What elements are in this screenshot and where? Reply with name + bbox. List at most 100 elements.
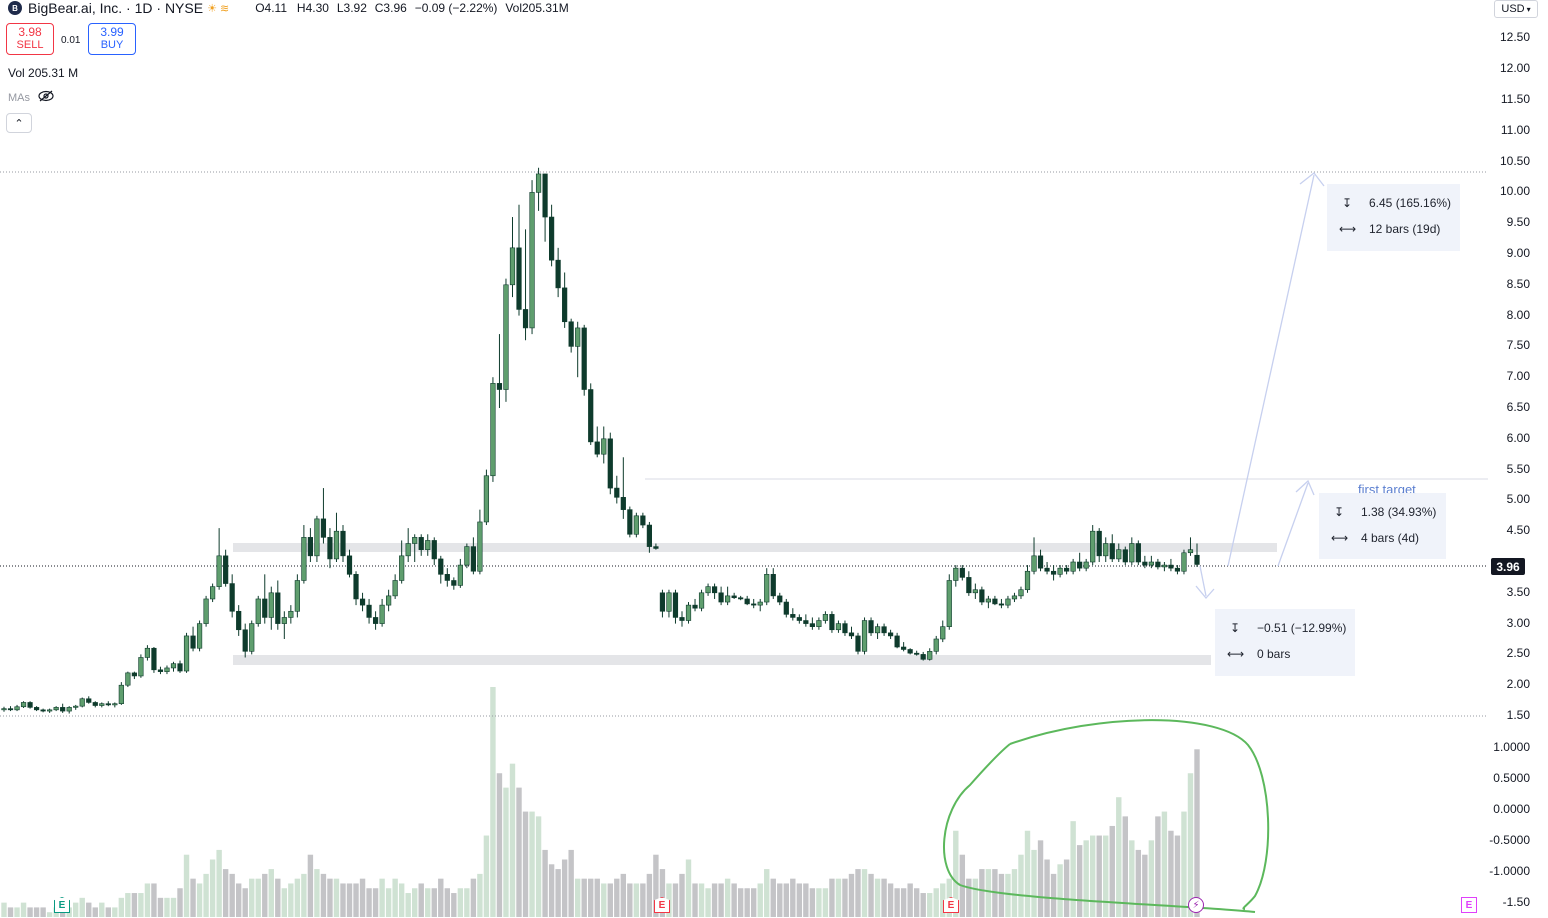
mas-indicator-legend[interactable]: MAs bbox=[8, 90, 54, 105]
candle bbox=[405, 528, 411, 562]
candle bbox=[1148, 555, 1154, 569]
candle-body bbox=[979, 589, 985, 603]
candle-body bbox=[483, 475, 490, 523]
candle bbox=[333, 512, 340, 562]
measure-box-up-large[interactable]: ↧ 6.45 (165.16%) ⟷ 12 bars (19d) bbox=[1327, 184, 1460, 251]
candle bbox=[255, 595, 261, 627]
candle-body bbox=[764, 574, 770, 603]
volume-bar bbox=[1135, 849, 1142, 917]
candle bbox=[1057, 565, 1063, 578]
candle-body bbox=[868, 620, 874, 634]
candle bbox=[601, 426, 607, 464]
candle bbox=[594, 426, 600, 458]
candle bbox=[131, 671, 137, 680]
volume-bar bbox=[281, 888, 288, 917]
candle bbox=[294, 574, 300, 618]
candle bbox=[346, 549, 353, 578]
price-axis-label: 1.50 bbox=[1506, 708, 1530, 722]
volume-bar bbox=[1070, 821, 1076, 917]
earnings-marker[interactable]: E bbox=[654, 897, 670, 913]
candle bbox=[1083, 558, 1089, 572]
symbol-title[interactable]: BigBear.ai, Inc. · 1D · NYSE bbox=[28, 0, 204, 16]
volume-bar bbox=[1024, 830, 1031, 917]
candle bbox=[1168, 558, 1174, 572]
volume-bar bbox=[542, 849, 548, 917]
candle bbox=[907, 648, 913, 655]
earnings-marker[interactable]: E bbox=[943, 897, 959, 913]
candle-body bbox=[881, 626, 887, 634]
volume-bar bbox=[1155, 816, 1161, 917]
candle-body bbox=[1096, 530, 1102, 557]
measure-box-first-target[interactable]: ↧ 1.38 (34.93%) ⟷ 4 bars (4d) bbox=[1319, 493, 1446, 559]
candle-body bbox=[196, 623, 203, 649]
candle bbox=[620, 457, 626, 519]
volume-bar bbox=[209, 859, 216, 917]
candle bbox=[249, 620, 255, 655]
candle-body bbox=[170, 663, 177, 669]
market-status-icon[interactable]: ☀ ≋ bbox=[207, 2, 230, 15]
candle bbox=[1096, 528, 1102, 562]
measure-bars: 0 bars bbox=[1257, 647, 1291, 661]
candle bbox=[125, 671, 131, 688]
volume-bar bbox=[744, 888, 750, 917]
sell-label: SELL bbox=[16, 39, 44, 51]
ohlc-close: C3.96 bbox=[374, 1, 407, 15]
volume-bar bbox=[392, 878, 398, 917]
candle-body bbox=[353, 574, 359, 600]
volume-bar bbox=[451, 893, 457, 917]
candle-body bbox=[99, 703, 105, 706]
candle bbox=[992, 595, 998, 606]
price-axis-label: 10.00 bbox=[1499, 184, 1530, 199]
candle bbox=[640, 512, 646, 529]
candle-body bbox=[725, 595, 731, 603]
measure-box-down[interactable]: ↧ −0.51 (−12.99%) ⟷ 0 bars bbox=[1215, 609, 1355, 676]
candle bbox=[60, 703, 66, 713]
candle bbox=[685, 602, 692, 624]
candle-body bbox=[340, 530, 346, 557]
candle-body bbox=[1109, 543, 1115, 560]
candle-body bbox=[1083, 561, 1089, 569]
candle bbox=[1064, 565, 1070, 575]
candle bbox=[575, 321, 581, 378]
candle bbox=[1135, 540, 1141, 566]
candle-body bbox=[829, 614, 835, 631]
eye-hidden-icon[interactable] bbox=[38, 90, 54, 105]
candle-body bbox=[1057, 567, 1063, 575]
candle-body bbox=[47, 709, 53, 712]
candle-body bbox=[770, 574, 776, 597]
candle bbox=[901, 642, 907, 652]
chevron-down-icon: ▾ bbox=[1526, 4, 1531, 14]
volume-bar bbox=[340, 883, 346, 917]
candle bbox=[242, 623, 248, 658]
volume-bar bbox=[796, 883, 803, 917]
sell-button[interactable]: 3.98 SELL bbox=[6, 23, 54, 55]
volume-bar bbox=[1011, 869, 1018, 917]
volume-bar bbox=[294, 878, 301, 917]
candle bbox=[535, 167, 542, 211]
collapse-legend-button[interactable]: ⌃ bbox=[6, 113, 32, 133]
volume-indicator-legend[interactable]: Vol 205.31 M bbox=[8, 66, 78, 80]
earnings-marker-future[interactable]: E bbox=[1461, 897, 1477, 913]
candle-body bbox=[418, 537, 424, 550]
candle-body bbox=[1122, 549, 1128, 563]
candle-body bbox=[718, 592, 724, 603]
lightning-event-icon[interactable]: ⚡ bbox=[1188, 897, 1204, 913]
volume-bar bbox=[868, 873, 874, 917]
candle bbox=[183, 632, 190, 673]
buy-button[interactable]: 3.99 BUY bbox=[88, 23, 136, 55]
candle-body bbox=[320, 518, 327, 538]
volume-bar bbox=[1063, 859, 1070, 917]
candle bbox=[816, 617, 822, 630]
candle-body bbox=[229, 583, 235, 612]
candle bbox=[542, 173, 548, 242]
candle-body bbox=[1044, 567, 1050, 572]
candle-body bbox=[835, 623, 842, 631]
candle-body bbox=[425, 540, 431, 550]
currency-selector[interactable]: USD ▾ bbox=[1494, 0, 1538, 18]
price-axis-label: 12.50 bbox=[1499, 30, 1530, 45]
candle-body bbox=[901, 646, 907, 650]
volume-bar bbox=[79, 897, 85, 917]
volume-bar bbox=[848, 873, 855, 917]
earnings-marker-past[interactable]: E bbox=[54, 897, 70, 913]
